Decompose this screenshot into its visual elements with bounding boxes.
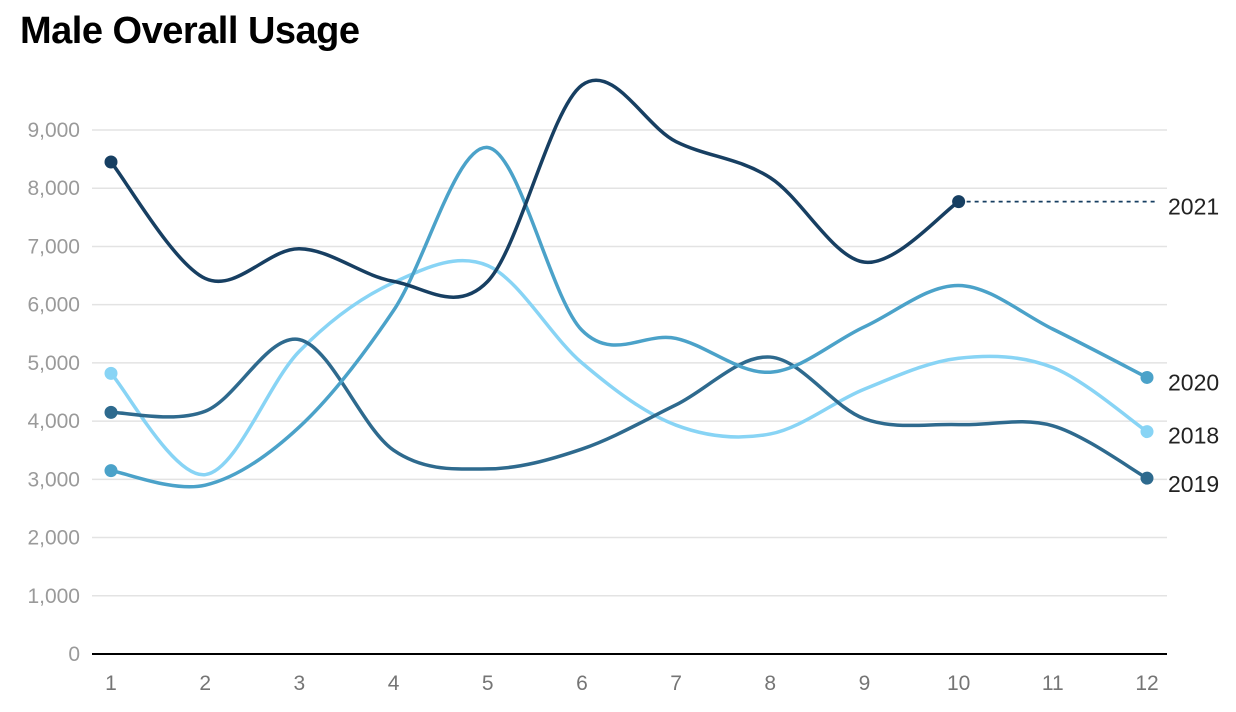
- series-line-2021: [109, 78, 961, 299]
- series-start-point-2019: [104, 405, 118, 419]
- series-end-point-2020: [1140, 370, 1154, 384]
- y-tick-label: 8,000: [27, 177, 80, 200]
- series-label-2020: 2020: [1168, 369, 1219, 395]
- y-tick-label: 2,000: [27, 527, 80, 550]
- x-tick-label: 4: [388, 672, 400, 695]
- x-tick-label: 1: [105, 672, 117, 695]
- series-label-2021: 2021: [1168, 194, 1219, 220]
- x-tick-label: 7: [670, 672, 682, 695]
- series-labels: 2018 2019 2020 2021: [1168, 194, 1219, 498]
- series-line-2018: [109, 258, 1149, 477]
- y-tick-label: 7,000: [27, 235, 80, 258]
- series-label-2019: 2019: [1168, 471, 1219, 497]
- series-start-point-2021: [104, 155, 118, 169]
- series-end-point-2018: [1140, 425, 1154, 439]
- x-tick-label: 12: [1135, 672, 1158, 695]
- x-tick-label: 11: [1042, 672, 1064, 695]
- series-end-point-2021: [952, 195, 966, 209]
- x-tick-label: 2: [199, 672, 211, 695]
- y-tick-label: 5,000: [27, 352, 80, 375]
- chart-title: Male Overall Usage: [20, 10, 360, 52]
- y-axis-tick-labels: 0 1,000 2,000 3,000 4,000 5,000 6,000 7,000 8,00…: [27, 119, 80, 666]
- y-tick-label: 4,000: [27, 410, 80, 433]
- grid-lines: [92, 129, 1167, 597]
- series-line-2019: [109, 337, 1149, 480]
- y-tick-label: 0: [68, 643, 80, 666]
- series-label-2018: 2018: [1168, 423, 1219, 449]
- series-start-point-2018: [104, 366, 118, 380]
- x-tick-label: 5: [482, 672, 494, 695]
- series-line-2020: [109, 145, 1149, 489]
- x-tick-label: 9: [859, 672, 871, 695]
- y-tick-label: 1,000: [27, 585, 80, 608]
- series-end-point-2019: [1140, 471, 1154, 485]
- y-tick-label: 3,000: [27, 468, 80, 491]
- series-start-point-2020: [104, 464, 118, 478]
- x-tick-label: 3: [294, 672, 306, 695]
- x-tick-label: 8: [764, 672, 776, 695]
- y-tick-label: 9,000: [27, 119, 80, 142]
- x-axis-tick-labels: 1 2 3 4 5 6 7 8 9 10 11 12: [105, 672, 1159, 695]
- y-tick-label: 6,000: [27, 294, 80, 317]
- x-tick-label: 6: [576, 672, 588, 695]
- series-end-markers: [104, 155, 1154, 485]
- series-lines: [109, 78, 1158, 489]
- x-tick-label: 10: [947, 672, 970, 695]
